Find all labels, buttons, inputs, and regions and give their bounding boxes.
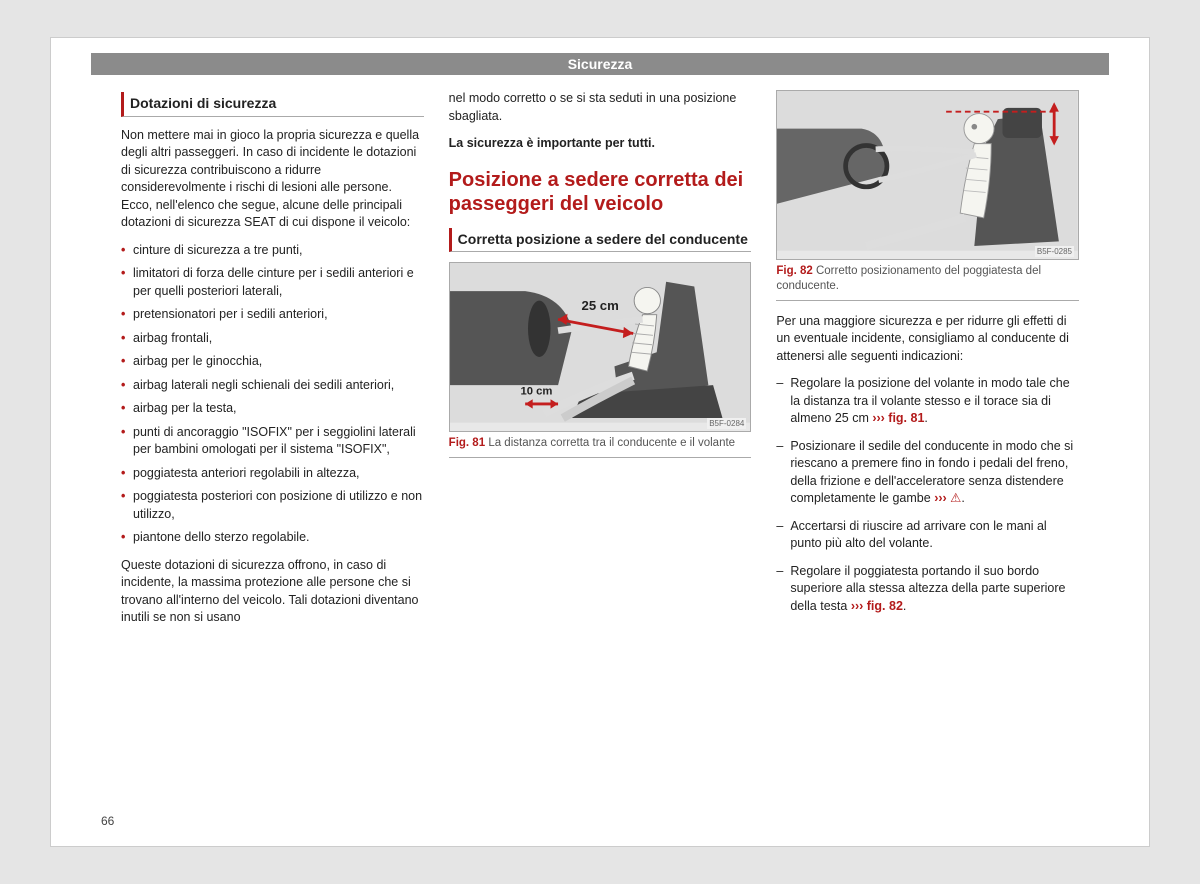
column-1: Dotazioni di sicurezza Non mettere mai i… — [121, 90, 424, 637]
main-heading: Posizione a sedere corretta dei passegge… — [449, 168, 752, 216]
sub-section-title: Corretta posizione a sedere del conducen… — [449, 228, 752, 253]
bullet-item: cinture di sicurezza a tre punti, — [121, 242, 424, 260]
cross-reference: ››› — [934, 491, 950, 505]
figure-81-caption: Fig. 81 La distanza corretta tra il cond… — [449, 436, 752, 458]
content-columns: Dotazioni di sicurezza Non mettere mai i… — [81, 90, 1119, 637]
figure-82-caption: Fig. 82 Corretto posizionamento del pogg… — [776, 264, 1079, 301]
headrest-illustration — [777, 91, 1078, 251]
intro-para: Non mettere mai in gioco la propria sicu… — [121, 127, 424, 232]
figure-caption-text: La distanza corretta tra il conducente e… — [488, 437, 735, 449]
manual-page: Sicurezza Dotazioni di sicurezza Non met… — [50, 37, 1150, 847]
cross-reference: ››› fig. 82 — [851, 599, 903, 613]
svg-text:25 cm: 25 cm — [581, 298, 618, 313]
bullet-list: cinture di sicurezza a tre punti, limitat… — [121, 242, 424, 547]
bullet-item: piantone dello sterzo regolabile. — [121, 529, 424, 547]
warning-icon: ⚠ — [950, 491, 961, 505]
instruction-item: Posizionare il sedile del conducente in … — [776, 438, 1079, 508]
bullet-item: punti di ancoraggio "ISOFIX" per i seggi… — [121, 424, 424, 459]
bullet-item: airbag per le ginocchia, — [121, 353, 424, 371]
column-3: B5F-0285 Fig. 82 Corretto posizionamento… — [776, 90, 1079, 637]
bullet-item: pretensionatori per i sedili anteriori, — [121, 306, 424, 324]
column-2: nel modo corretto o se si sta seduti in … — [449, 90, 752, 637]
figure-number: Fig. 82 — [776, 265, 812, 277]
continuation-para: nel modo corretto o se si sta seduti in … — [449, 90, 752, 125]
bullet-item: airbag laterali negli schienali dei sedi… — [121, 377, 424, 395]
seat-distance-illustration: 25 cm 10 cm — [450, 263, 751, 423]
bullet-item: airbag frontali, — [121, 330, 424, 348]
section-title: Dotazioni di sicurezza — [121, 92, 424, 117]
bullet-item: limitatori di forza delle cinture per i … — [121, 265, 424, 300]
outro-para: Queste dotazioni di sicurezza offrono, i… — [121, 557, 424, 627]
instruction-list: Regolare la posizione del volante in mod… — [776, 375, 1079, 615]
bullet-item: poggiatesta posteriori con posizione di … — [121, 488, 424, 523]
col3-intro: Per una maggiore sicurezza e per ridurre… — [776, 313, 1079, 366]
figure-code: B5F-0284 — [707, 418, 746, 429]
instruction-item: Accertarsi di riuscire ad arrivare con l… — [776, 518, 1079, 553]
instruction-item: Regolare il poggiatesta portando il suo … — [776, 563, 1079, 616]
page-number: 66 — [101, 814, 114, 828]
figure-81: 25 cm 10 cm B5F-0284 — [449, 262, 752, 432]
figure-code: B5F-0285 — [1035, 246, 1074, 257]
bold-line: La sicurezza è importante per tutti. — [449, 135, 752, 153]
figure-82: B5F-0285 — [776, 90, 1079, 260]
bullet-item: airbag per la testa, — [121, 400, 424, 418]
figure-number: Fig. 81 — [449, 437, 485, 449]
cross-reference: ››› fig. 81 — [872, 411, 924, 425]
instruction-item: Regolare la posizione del volante in mod… — [776, 375, 1079, 428]
figure-caption-text: Corretto posizionamento del poggiatesta … — [776, 265, 1041, 292]
svg-text:10 cm: 10 cm — [520, 386, 552, 398]
bullet-item: poggiatesta anteriori regolabili in alte… — [121, 465, 424, 483]
page-header: Sicurezza — [91, 53, 1109, 75]
